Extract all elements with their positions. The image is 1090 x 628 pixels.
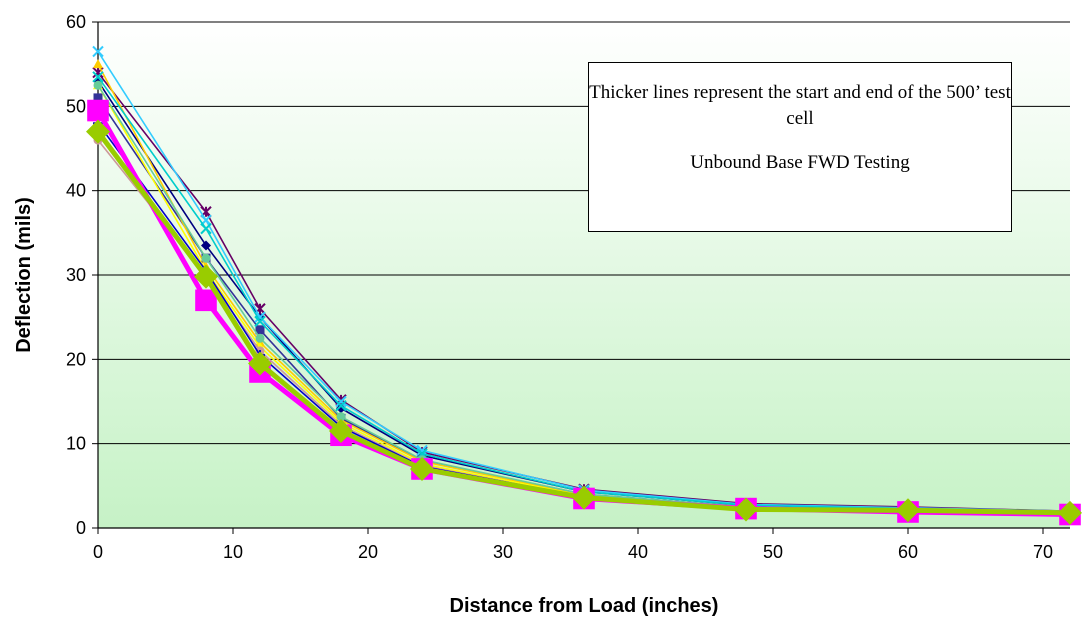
x-axis-title: Distance from Load (inches) — [450, 595, 719, 617]
y-tick-label: 30 — [66, 265, 86, 285]
data-point — [336, 403, 346, 414]
data-point — [254, 311, 266, 323]
annotation-line-1: Thicker lines represent the start and en… — [589, 82, 1011, 129]
y-tick-label: 10 — [66, 434, 86, 454]
data-point — [194, 264, 218, 289]
data-point — [200, 222, 212, 235]
data-point — [336, 412, 346, 422]
data-point — [255, 325, 265, 335]
annotation-box: Thicker lines represent the start and en… — [588, 62, 1012, 232]
series-layer — [86, 45, 1082, 526]
y-tick-label: 50 — [66, 96, 86, 116]
x-tick-label: 50 — [763, 542, 783, 562]
data-point — [92, 45, 104, 58]
tick-labels: 0 10 20 30 40 50 60 0 10 20 30 40 50 60 70 — [66, 12, 1053, 562]
x-tick-label: 10 — [223, 542, 243, 562]
data-point — [93, 59, 103, 69]
data-point — [93, 93, 103, 103]
data-point — [896, 498, 920, 523]
data-point — [1058, 500, 1082, 525]
x-tick-label: 20 — [358, 542, 378, 562]
data-point — [201, 240, 211, 251]
data-point — [248, 351, 272, 376]
x-tick-label: 30 — [493, 542, 513, 562]
data-point — [87, 99, 109, 122]
data-point — [201, 253, 211, 263]
data-point — [329, 419, 353, 444]
data-point — [335, 400, 347, 412]
data-point — [93, 80, 103, 90]
y-axis-title: Deflection (mils) — [13, 197, 35, 353]
data-point — [572, 485, 596, 510]
data-point — [410, 456, 434, 481]
y-tick-label: 0 — [76, 518, 86, 538]
x-tick-label: 60 — [898, 542, 918, 562]
data-point — [254, 315, 266, 328]
annotation-line-2: Unbound Base FWD Testing — [690, 152, 910, 173]
y-tick-label: 40 — [66, 181, 86, 201]
data-point — [195, 289, 217, 312]
data-point — [92, 71, 104, 83]
x-tick-label: 40 — [628, 542, 648, 562]
data-point — [335, 395, 347, 408]
data-point — [734, 497, 758, 522]
y-tick-label: 60 — [66, 12, 86, 32]
y-tick-label: 20 — [66, 349, 86, 369]
x-tick-label: 0 — [93, 542, 103, 562]
series-12 — [86, 119, 1082, 525]
data-point — [255, 333, 265, 343]
data-point — [86, 119, 110, 144]
x-tick-label: 70 — [1033, 542, 1053, 562]
